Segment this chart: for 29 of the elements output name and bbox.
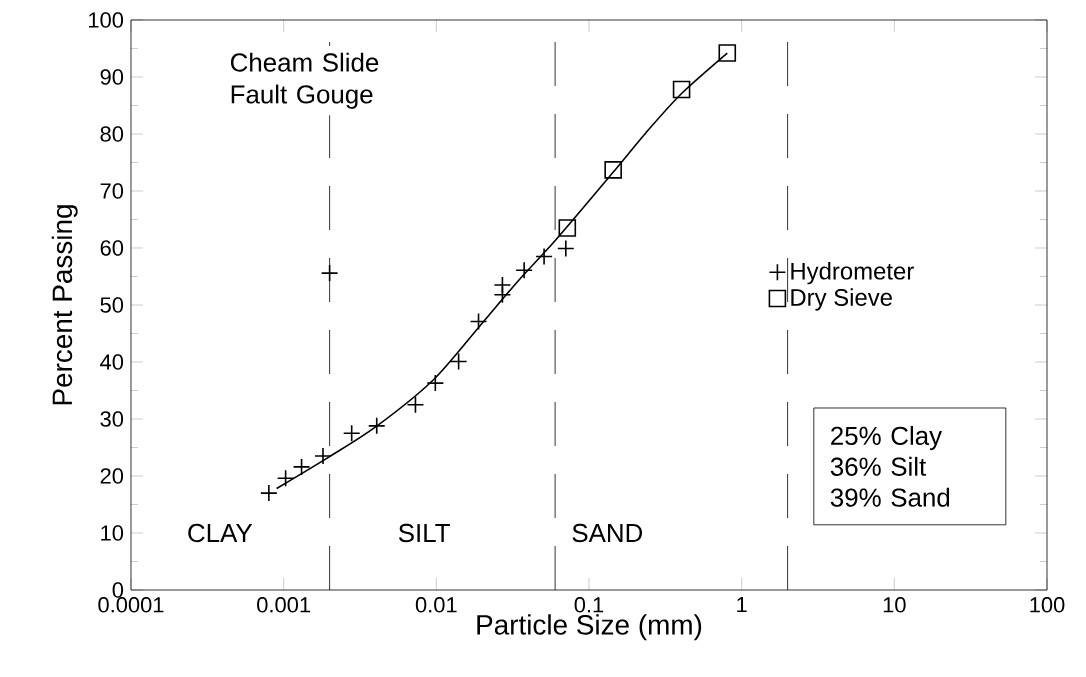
x-tick-label: 0.001: [257, 597, 311, 613]
y-axis-title: Percent Passing: [51, 205, 78, 405]
x-tick-label: 0.0001: [98, 597, 164, 613]
y-tick-label: 30: [100, 411, 124, 427]
legend-label: Hydrometer: [791, 262, 914, 285]
y-tick-label: 40: [100, 354, 124, 370]
annotation: CLAY: [188, 523, 253, 543]
y-tick-label: 70: [100, 183, 124, 199]
y-tick-label: 10: [101, 525, 124, 541]
annotation: SAND: [572, 523, 643, 543]
annotation: 25% Clay: [831, 425, 943, 451]
x-tick-label: 10: [883, 597, 906, 613]
annotation: 39% Sand: [830, 487, 950, 507]
y-tick-label: 80: [100, 126, 124, 142]
y-tick-label: 50: [100, 297, 124, 313]
y-tick-label: 20: [100, 468, 124, 484]
legend-label: Dry Sieve: [791, 288, 892, 311]
annotation: SILT: [398, 523, 450, 543]
x-tick-label: 1: [737, 597, 747, 613]
y-tick-label: 100: [89, 12, 124, 28]
x-axis-title: Particle Size (mm): [477, 614, 702, 641]
y-tick-label: 0: [112, 582, 124, 598]
y-tick-label: 60: [100, 240, 124, 256]
annotation: 36% Silt: [830, 456, 927, 476]
text: Cheam Slide Fault Gouge: [230, 52, 379, 109]
y-tick-label: 90: [100, 69, 124, 85]
x-tick-label: 0.1: [574, 597, 604, 613]
x-tick-label: 0.01: [415, 597, 457, 613]
x-tick-label: 100: [1030, 597, 1065, 613]
